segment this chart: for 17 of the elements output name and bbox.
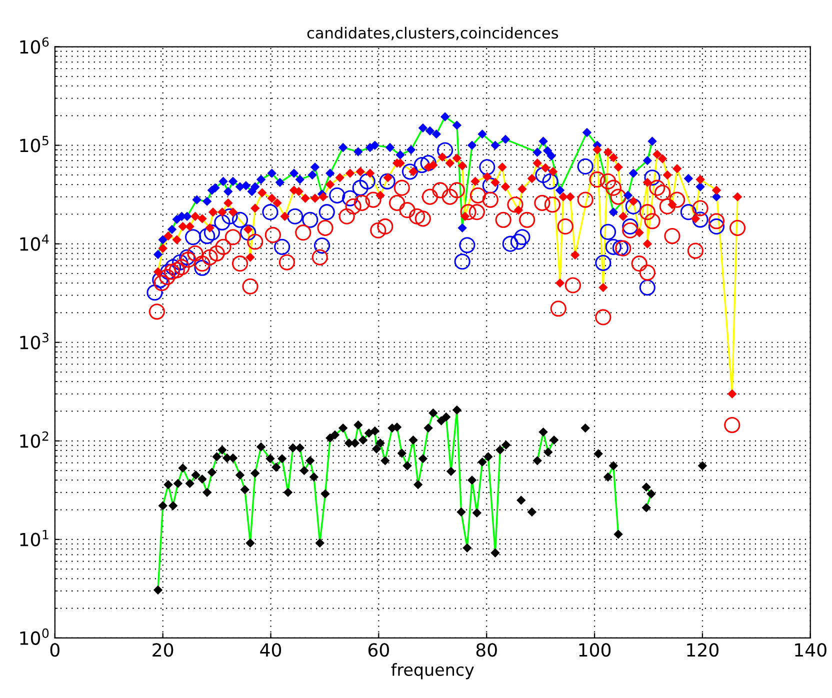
chart-title: candidates,clusters,coincidences — [307, 26, 558, 40]
y-tick-label: 10$^{4}$ — [20, 234, 49, 251]
x-tick-label: 80 — [476, 643, 497, 657]
x-tick-label: 40 — [260, 643, 282, 657]
x-tick-label: 0 — [50, 643, 60, 657]
y-tick-label: 10$^{1}$ — [20, 530, 48, 546]
x-tick-label: 20 — [152, 643, 174, 657]
x-tick-label: 140 — [795, 643, 826, 657]
x-tick-label: 100 — [579, 643, 611, 657]
y-tick-label: 10$^{2}$ — [20, 431, 48, 448]
y-tick-label: 10$^{3}$ — [20, 332, 48, 350]
y-tick-label: 10$^{5}$ — [20, 136, 48, 152]
x-axis-title: frequency — [391, 663, 474, 680]
x-tick-label: 60 — [368, 643, 389, 657]
y-tick-label: 10$^{0}$ — [20, 628, 49, 645]
x-tick-label: 120 — [687, 643, 718, 657]
y-tick-label: 10$^{6}$ — [20, 37, 49, 54]
